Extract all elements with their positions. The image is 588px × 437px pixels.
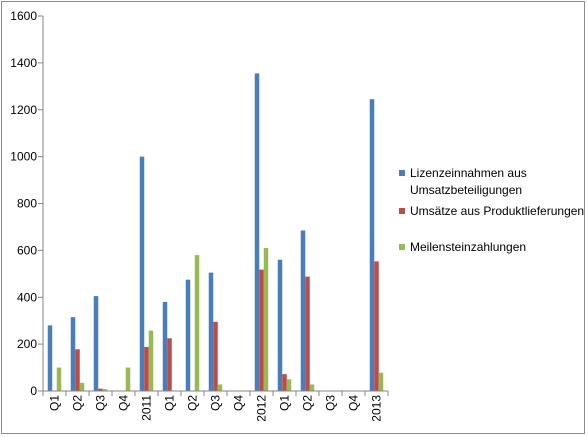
bar-series-3-cat-4 — [125, 367, 131, 391]
y-tick-label: 1200 — [10, 103, 37, 117]
bar-series-2-cat-6 — [167, 338, 172, 391]
y-tick-label: 200 — [17, 337, 37, 351]
y-tick-label: 0 — [30, 384, 37, 398]
bar-series-1-cat-11 — [277, 259, 283, 391]
x-tick-label: Q1 — [278, 395, 292, 411]
legend-swatch-3 — [399, 244, 405, 250]
x-tick-label: Q2 — [186, 395, 200, 411]
bar-series-1-cat-7 — [185, 279, 191, 391]
y-tick-label: 1000 — [10, 150, 37, 164]
bars-group — [47, 73, 384, 392]
bar-series-2-cat-15 — [374, 261, 379, 391]
legend-swatch-1 — [399, 170, 405, 176]
x-tick-label: Q3 — [94, 395, 108, 411]
y-tick-label: 800 — [17, 197, 37, 211]
y-tick-labels: 0 200 400 600 800 1000 1200 1400 1600 — [10, 9, 37, 398]
x-tick-label: Q1 — [163, 395, 177, 411]
bar-series-1-cat-2 — [70, 317, 76, 391]
bar-series-1-cat-3 — [93, 296, 99, 391]
bar-series-3-cat-10 — [263, 248, 269, 391]
bar-series-2-cat-3 — [98, 388, 103, 391]
bar-series-3-cat-15 — [378, 372, 384, 391]
axes-group — [38, 15, 389, 396]
x-tick-label: 2013 — [370, 395, 384, 422]
x-tick-label: Q4 — [347, 395, 361, 411]
x-tick-label: 2012 — [255, 395, 269, 422]
bar-series-2-cat-5 — [144, 346, 149, 391]
legend-label-1: Lizenzeinnahmen aus — [410, 166, 527, 180]
legend-label-1: Umsatzbeteiligungen — [410, 183, 522, 197]
bar-series-1-cat-1 — [47, 325, 53, 392]
x-tick-label: 2011 — [140, 395, 154, 421]
y-tick-label: 1400 — [10, 56, 37, 70]
bar-series-1-cat-8 — [208, 272, 214, 391]
bar-series-1-cat-12 — [300, 230, 306, 391]
legend-swatch-2 — [399, 208, 405, 214]
bar-series-2-cat-2 — [75, 349, 80, 391]
x-tick-labels: Q1 Q2 Q3 Q4 2011 Q1 Q2 Q3 Q4 2012 Q1 Q2 Q3 Q4 2013 — [48, 395, 384, 422]
x-tick-label: Q1 — [48, 395, 62, 411]
x-tick-label: Q3 — [324, 395, 338, 411]
bar-series-3-cat-1 — [56, 367, 62, 391]
legend-label-2: Umsätze aus Produktlieferungen — [410, 204, 584, 218]
bar-series-2-cat-12 — [305, 276, 310, 392]
bar-series-3-cat-11 — [286, 379, 292, 391]
y-tick-label: 400 — [17, 290, 37, 304]
bar-series-2-cat-10 — [259, 269, 264, 391]
y-tick-label: 600 — [17, 243, 37, 257]
x-tick-label: Q4 — [117, 395, 131, 411]
x-tick-label: Q2 — [301, 395, 315, 411]
bar-series-1-cat-5 — [139, 156, 145, 392]
bar-series-3-cat-12 — [309, 384, 315, 391]
x-tick-label: Q2 — [71, 395, 85, 411]
x-tick-label: Q3 — [209, 395, 223, 411]
y-tick-label: 1600 — [10, 9, 37, 23]
bar-series-3-cat-7 — [194, 255, 200, 391]
bar-series-3-cat-2 — [79, 382, 85, 391]
legend: Lizenzeinnahmen aus Umsatzbeteiligungen Um… — [399, 166, 584, 254]
bar-series-3-cat-5 — [148, 330, 154, 391]
bar-series-3-cat-3 — [102, 389, 108, 392]
x-tick-label: Q4 — [232, 395, 246, 411]
bar-series-1-cat-10 — [254, 73, 260, 392]
bar-series-2-cat-11 — [282, 374, 287, 392]
bar-series-3-cat-8 — [217, 384, 223, 391]
bar-series-1-cat-6 — [162, 301, 168, 391]
bar-series-2-cat-8 — [213, 321, 218, 391]
legend-label-3: Meilensteinzahlungen — [410, 240, 526, 254]
bar-series-1-cat-15 — [369, 99, 375, 391]
